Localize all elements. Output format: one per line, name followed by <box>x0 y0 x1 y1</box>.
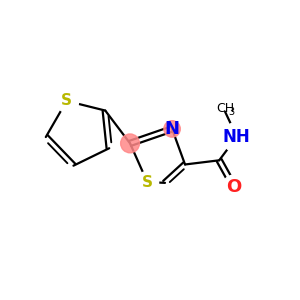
Text: NH: NH <box>223 128 251 146</box>
Text: O: O <box>226 178 242 196</box>
Circle shape <box>121 134 140 153</box>
Text: CH: CH <box>216 102 234 115</box>
Text: N: N <box>165 120 180 138</box>
Text: S: S <box>142 175 153 190</box>
Text: 3: 3 <box>229 107 235 117</box>
Text: S: S <box>61 93 72 108</box>
Circle shape <box>164 121 180 137</box>
